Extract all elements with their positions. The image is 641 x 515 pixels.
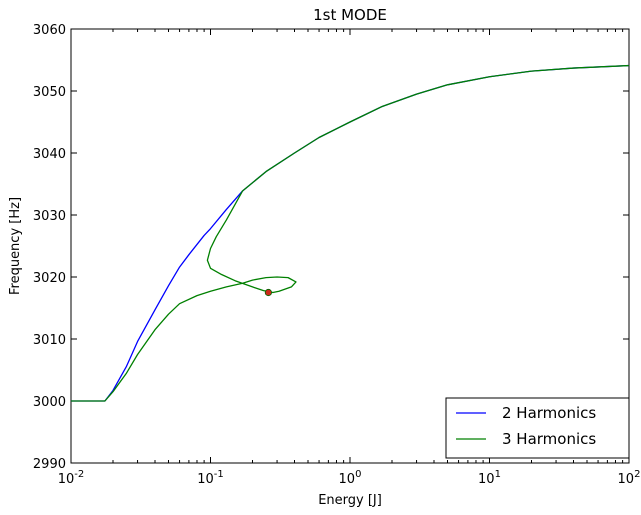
legend-label: 3 Harmonics — [502, 430, 596, 448]
y-tick-label: 3040 — [33, 147, 66, 162]
x-tick-label: 101 — [478, 469, 501, 487]
legend-box — [445, 397, 630, 459]
y-tick-label: 3060 — [33, 23, 66, 38]
legend: 2 Harmonics 3 Harmonics — [445, 397, 630, 459]
legend-label: 2 Harmonics — [502, 404, 596, 422]
y-tick-label: 3030 — [33, 209, 66, 224]
y-tick-label: 3010 — [33, 333, 66, 348]
x-tick-label: 100 — [339, 469, 362, 487]
y-axis-label: Frequency [Hz] — [8, 197, 23, 295]
y-tick-label: 2990 — [33, 457, 66, 472]
y-tick-label: 3020 — [33, 271, 66, 286]
x-axis-label: Energy [J] — [318, 493, 382, 508]
plot-frame — [70, 28, 630, 464]
chart-title: 1st MODE — [313, 6, 387, 24]
x-tick-label: 10-2 — [58, 469, 85, 487]
y-tick-label: 3000 — [33, 395, 66, 410]
x-tick-label: 10-1 — [197, 469, 224, 487]
point-marker — [264, 288, 272, 297]
y-tick-label: 3050 — [33, 85, 66, 100]
series-line-3-harmonics — [71, 64, 630, 402]
x-tick-label: 102 — [618, 469, 641, 487]
plot-area: 2990 3000 3010 3020 3030 3040 3050 3060 10-2 10-1… — [33, 23, 641, 487]
